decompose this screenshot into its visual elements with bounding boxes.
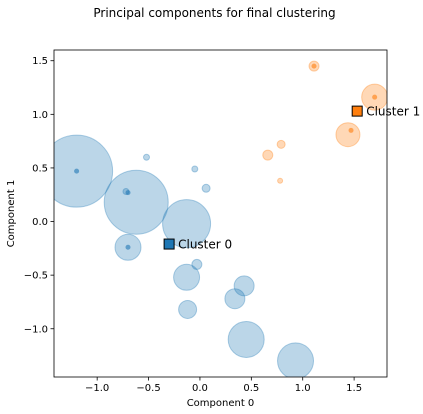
cluster-0-point [103,169,169,235]
x-tick-label: −0.5 [136,383,160,394]
cluster-0-point [54,134,114,208]
y-tick-label: −0.5 [24,271,48,282]
cluster-0-centroid-marker [163,238,175,250]
chart-title: Principal components for final clusterin… [93,6,335,20]
cluster-0-point [173,263,201,291]
cluster-1-point [262,149,274,161]
cluster-0-point [162,199,212,249]
axis-ticks: −1.0 −0.5 0.0 0.5 1.0 1.5 −1.0 −0.5 0.0 0.5 1.0 1.5 [24,56,362,394]
cluster-0-center-dot [74,168,80,174]
cluster-1-center-dot [348,127,354,133]
y-tick-label: 1.5 [32,56,48,67]
y-tick-label: −1.0 [24,324,48,335]
cluster-1-center-dot [311,63,317,69]
cluster-0-point [224,288,246,310]
y-tick-label: 0.5 [32,163,48,174]
cluster-1-centroid-marker [351,105,363,117]
points-group [54,60,387,377]
y-tick-label: 0.0 [32,217,48,228]
cluster-0-point [201,183,211,193]
y-axis-label: Component 1 [6,180,17,248]
cluster-0-point [233,275,255,297]
cluster-0-point [191,165,199,173]
cluster-0-label: Cluster 0 [178,238,232,252]
cluster-0-point [191,258,203,270]
cluster-0-point [178,299,198,319]
cluster-1-point [277,177,284,184]
cluster-0-point [227,320,265,358]
x-tick-label: 0.5 [243,383,259,394]
x-tick-label: 1.0 [295,383,311,394]
cluster-1-point [276,139,286,149]
x-tick-label: 0.0 [192,383,208,394]
cluster-0-center-dot [125,190,131,196]
cluster-0-point [143,153,150,161]
y-tick-label: 1.0 [32,110,48,121]
x-axis-label: Component 0 [187,398,255,409]
cluster-1-center-dot [372,94,378,100]
plot-frame [53,49,388,378]
cluster-0-center-dot [125,244,131,250]
cluster-1-point [335,122,361,148]
cluster-1-label: Cluster 1 [366,105,420,119]
cluster-0-point [277,342,315,377]
x-tick-label: 1.5 [346,383,362,394]
plot-area: Cluster 0 Cluster 1 [54,60,420,377]
x-tick-label: −1.0 [85,383,109,394]
